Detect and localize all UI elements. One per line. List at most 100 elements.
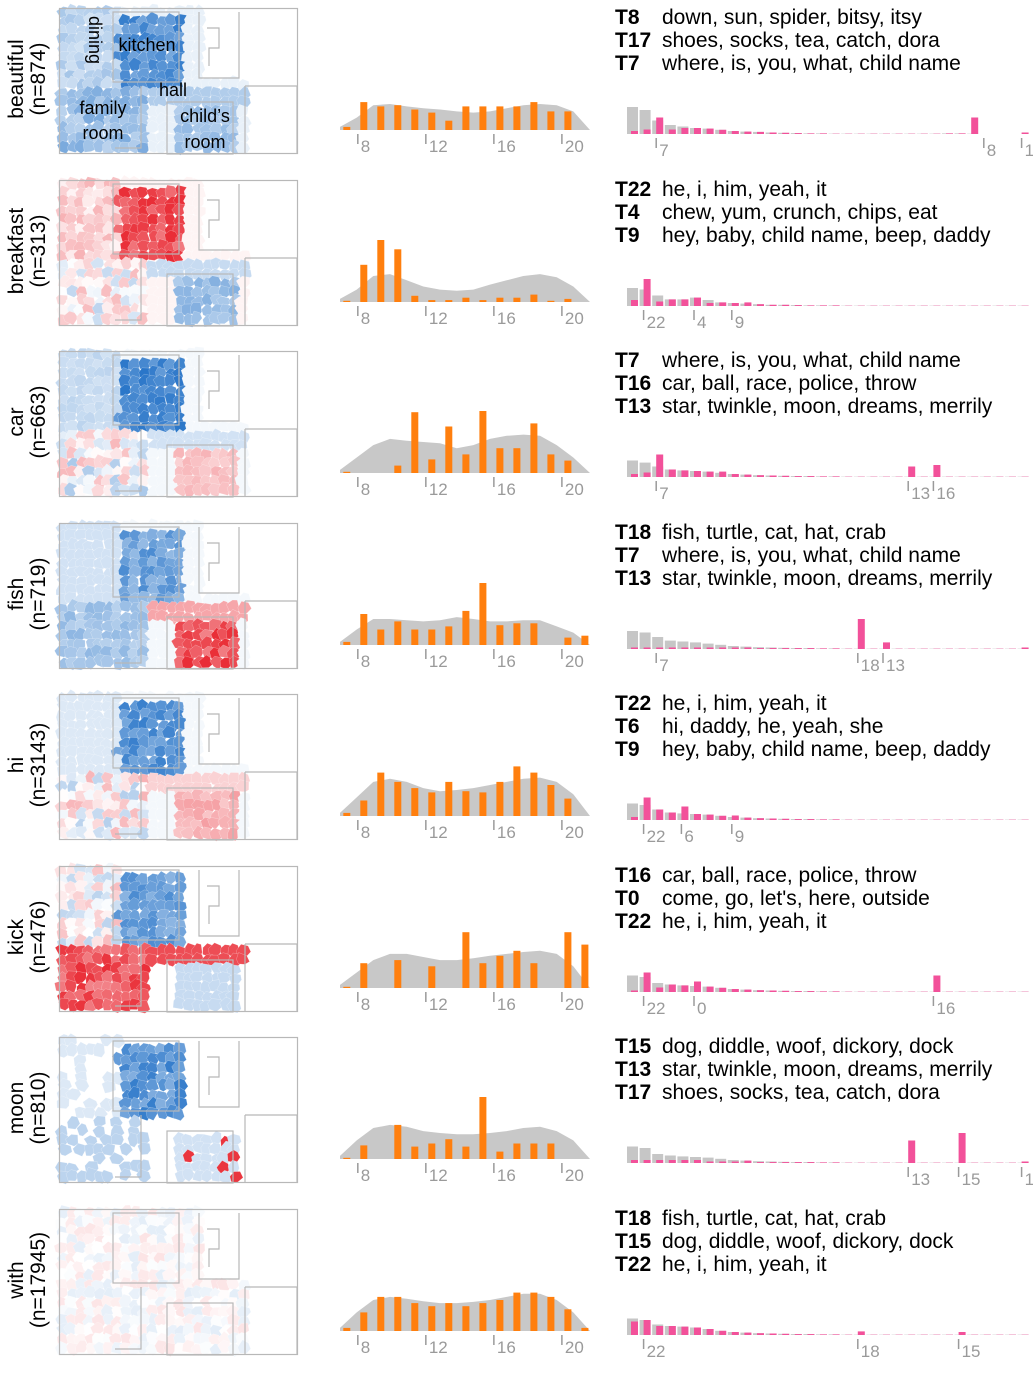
hour-bar bbox=[547, 1296, 554, 1330]
hour-bar bbox=[394, 621, 401, 645]
topic-bar bbox=[681, 985, 688, 992]
topic-id: T7 bbox=[615, 349, 662, 372]
topic-bar bbox=[669, 813, 676, 821]
floorplan-heatmap bbox=[59, 1037, 299, 1183]
topic-words: he, i, him, yeah, it bbox=[662, 910, 827, 933]
hour-bar bbox=[394, 1125, 401, 1159]
hour-bar bbox=[462, 1147, 469, 1159]
topic-tick-label: 22 bbox=[647, 999, 666, 1018]
hour-bar bbox=[377, 106, 384, 130]
topic-id: T13 bbox=[615, 567, 662, 590]
topic-bar bbox=[770, 1333, 777, 1335]
hour-bar bbox=[479, 300, 486, 302]
hour-bar bbox=[394, 1296, 401, 1330]
hour-tick-label: 16 bbox=[497, 1166, 516, 1185]
hour-bar bbox=[496, 297, 503, 301]
topic-bar bbox=[757, 818, 764, 820]
stair-wall bbox=[207, 714, 219, 752]
topic-tick-label: 18 bbox=[861, 1342, 880, 1361]
topic-bar-bg bbox=[652, 637, 663, 649]
room-label-room2: room bbox=[184, 132, 225, 152]
hour-bar bbox=[411, 1303, 418, 1331]
hour-bar bbox=[513, 1144, 520, 1160]
hour-bar bbox=[360, 1145, 367, 1159]
topic-bar bbox=[694, 647, 701, 649]
topic-bar bbox=[669, 299, 676, 306]
topic-bar-bg bbox=[627, 631, 638, 649]
hour-bar bbox=[564, 111, 571, 130]
hour-tick-label: 12 bbox=[429, 995, 448, 1014]
hour-bar bbox=[513, 623, 520, 645]
heat-cell bbox=[192, 745, 204, 756]
word-text: beautiful bbox=[6, 0, 28, 159]
topic-bar bbox=[732, 303, 739, 306]
topic-bar-bg bbox=[640, 632, 651, 649]
hour-bar bbox=[411, 412, 418, 473]
topic-bar bbox=[681, 299, 688, 306]
topic-tick-label: 13 bbox=[911, 1170, 930, 1189]
right-wall bbox=[245, 944, 297, 1012]
topic-bar bbox=[656, 647, 663, 649]
heat-cell bbox=[56, 1287, 67, 1298]
topic-bar bbox=[644, 647, 651, 649]
hour-bar bbox=[496, 106, 503, 130]
topic-bar bbox=[681, 128, 688, 134]
hour-bar bbox=[513, 950, 520, 987]
hour-bar bbox=[462, 297, 469, 301]
topic-bar bbox=[669, 470, 676, 478]
hour-tick-label: 16 bbox=[497, 309, 516, 328]
topic-bar bbox=[732, 1162, 739, 1164]
heat-cell bbox=[219, 259, 231, 270]
topic-bar bbox=[644, 798, 651, 821]
topic-words: car, ball, race, police, throw bbox=[662, 372, 916, 395]
hour-tick-label: 8 bbox=[361, 995, 370, 1014]
word-text: fish bbox=[6, 514, 28, 674]
topic-bar bbox=[631, 647, 638, 649]
word-count: (n=663) bbox=[28, 342, 50, 502]
right-wall bbox=[245, 1115, 297, 1183]
topic-bar bbox=[744, 1161, 751, 1163]
hour-bar bbox=[513, 106, 520, 130]
topic-bar bbox=[795, 476, 802, 477]
topic-id: T17 bbox=[615, 29, 662, 52]
topic-bar bbox=[744, 818, 751, 820]
topic-bar bbox=[707, 303, 714, 306]
topic-bar bbox=[1022, 647, 1029, 649]
hour-tick-label: 16 bbox=[497, 652, 516, 671]
topic-bar bbox=[681, 470, 688, 477]
hour-bar bbox=[377, 629, 384, 645]
hour-bar bbox=[462, 932, 469, 988]
hour-bar bbox=[530, 623, 537, 645]
hour-tick-label: 16 bbox=[497, 137, 516, 156]
topic-tick-label: 15 bbox=[962, 1342, 981, 1361]
topic-bar bbox=[820, 133, 827, 134]
topic-tick-label: 13 bbox=[886, 656, 905, 675]
heat-cell bbox=[138, 1142, 151, 1155]
hour-bar bbox=[462, 106, 469, 130]
topic-bar bbox=[744, 475, 751, 477]
hour-bar bbox=[479, 792, 486, 816]
topic-words: star, twinkle, moon, dreams, merrily bbox=[662, 1058, 992, 1081]
topic-tick-label: 9 bbox=[735, 827, 744, 846]
hour-bar bbox=[462, 610, 469, 644]
hour-bar bbox=[360, 264, 367, 301]
topic-tick-label: 7 bbox=[659, 656, 668, 675]
topic-id: T0 bbox=[615, 887, 662, 910]
topic-bar bbox=[795, 648, 802, 649]
topic-words: star, twinkle, moon, dreams, merrily bbox=[662, 567, 992, 590]
hour-bar bbox=[581, 1327, 588, 1330]
topic-bar bbox=[858, 1331, 865, 1335]
topic-bar-bg bbox=[627, 107, 638, 134]
topic-id: T8 bbox=[615, 6, 662, 29]
